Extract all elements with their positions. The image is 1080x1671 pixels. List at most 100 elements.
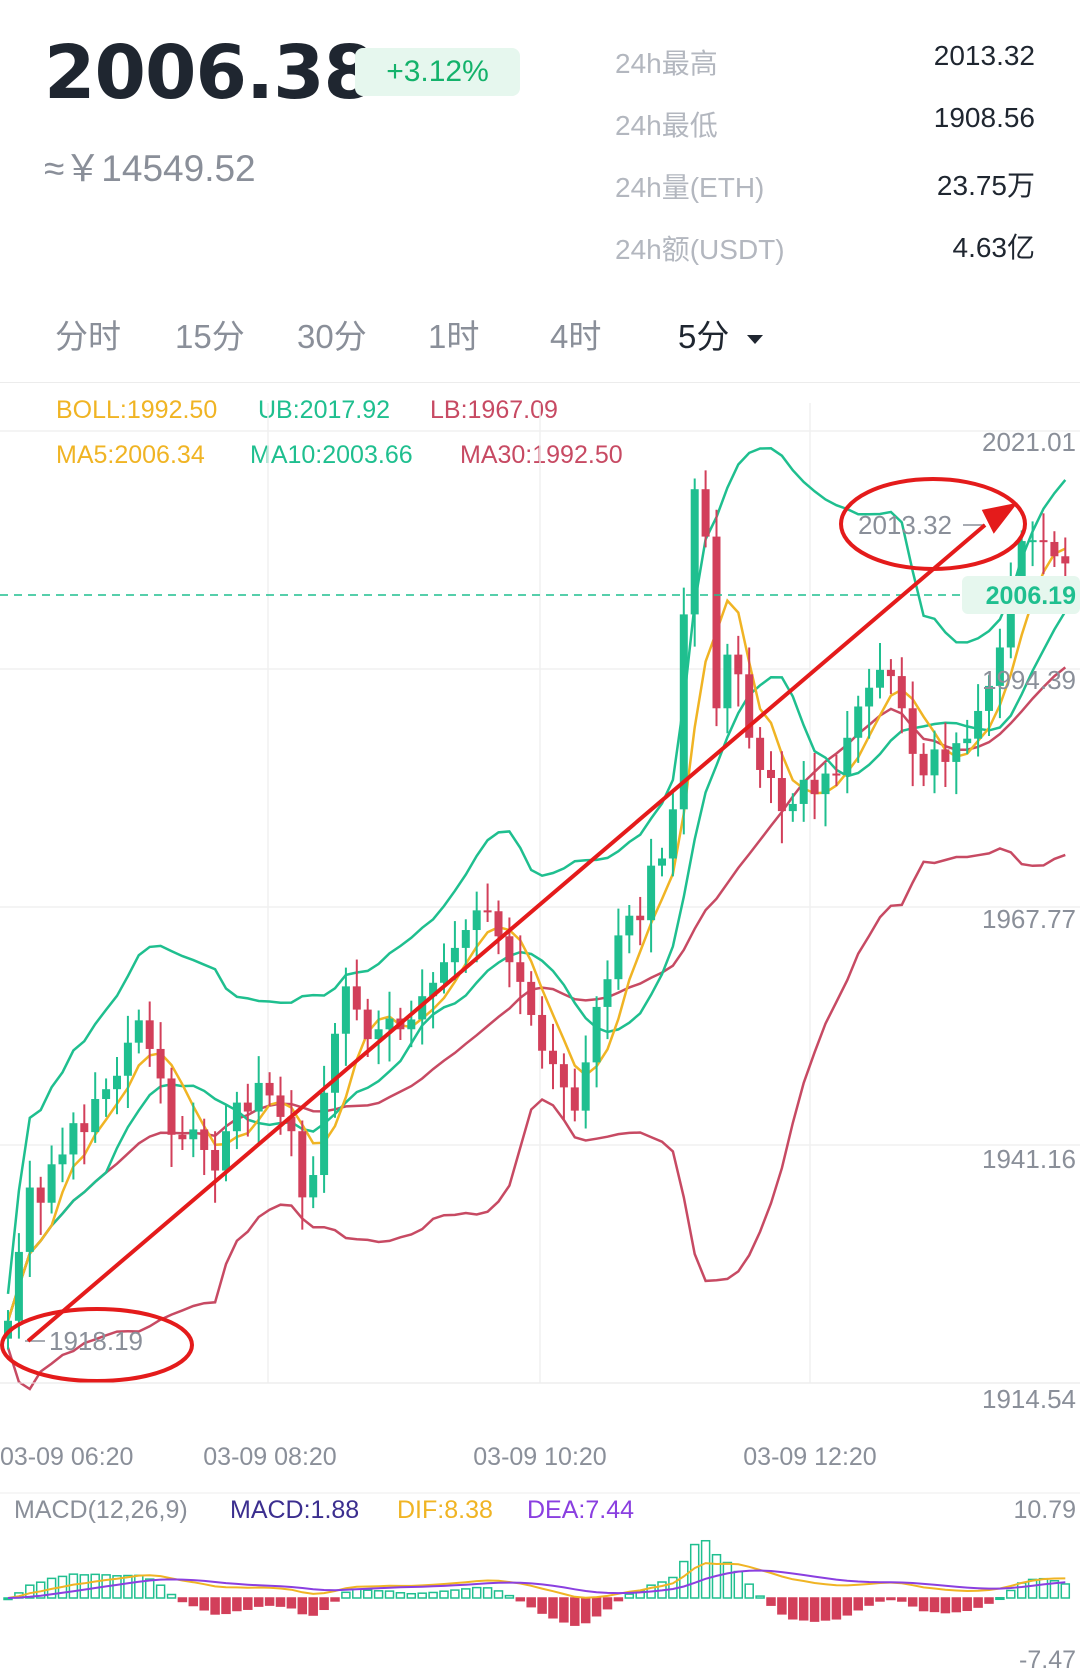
candle <box>102 1078 111 1117</box>
candle <box>865 668 874 739</box>
macd-bar <box>188 1597 199 1607</box>
tab-30m[interactable]: 30分 <box>297 318 367 355</box>
macd-bar <box>352 1588 362 1599</box>
candle-body <box>886 669 895 677</box>
stat-value: 23.75万 <box>936 170 1035 201</box>
candle-body <box>265 1082 274 1096</box>
candle <box>734 635 743 707</box>
candle-body <box>505 936 514 963</box>
candle-body <box>767 769 775 779</box>
macd-bar <box>210 1597 220 1615</box>
candle-body <box>854 706 863 738</box>
macd-bar <box>428 1591 438 1599</box>
candle-body <box>570 1087 579 1111</box>
macd-bar <box>570 1597 580 1626</box>
macd-bar <box>907 1597 918 1607</box>
candle-body <box>647 865 656 921</box>
macd-bar <box>177 1597 188 1603</box>
macd-bar <box>1016 1582 1027 1599</box>
macd-bar <box>951 1597 962 1613</box>
macd-bar <box>504 1594 515 1599</box>
candle <box>341 967 350 1066</box>
macd-bar <box>864 1597 874 1606</box>
candle-body <box>799 779 808 804</box>
tab-1h[interactable]: 1时 <box>428 318 480 355</box>
macd-bar <box>155 1584 166 1599</box>
candle-body <box>614 935 623 980</box>
tab-intraday[interactable]: 分时 <box>55 318 121 355</box>
stat-label: 24h最低 <box>615 110 718 141</box>
candle <box>549 1023 557 1090</box>
candle <box>461 919 470 973</box>
macd-bar <box>755 1595 765 1599</box>
ma30-line <box>6 666 1067 1322</box>
candle-body <box>810 779 819 795</box>
candle-body <box>200 1129 209 1150</box>
candle <box>886 659 895 694</box>
candle <box>36 1176 45 1235</box>
candle-body <box>559 1064 568 1088</box>
time-tick: 03-09 06:20 <box>0 1443 133 1471</box>
macd-bar <box>559 1597 569 1623</box>
boll-label: BOLL:1992.50 <box>56 396 217 424</box>
macd-bar <box>940 1597 951 1614</box>
candle-body <box>472 910 481 931</box>
candle-body <box>320 1092 329 1176</box>
time-tick: 03-09 12:20 <box>743 1443 876 1471</box>
time-tick: 03-09 08:20 <box>203 1443 336 1471</box>
macd-bar <box>319 1597 329 1611</box>
indicator-lines <box>6 447 1067 1391</box>
macd-bar <box>395 1592 406 1599</box>
stat-label: 24h最高 <box>615 48 718 79</box>
candle <box>690 478 699 647</box>
candle <box>908 681 917 787</box>
candle-body <box>832 773 841 776</box>
ma30-label: MA30:1992.50 <box>460 441 623 469</box>
candle <box>222 1104 230 1182</box>
candle-body <box>113 1075 121 1090</box>
candle <box>309 1156 318 1209</box>
macd-bar <box>1038 1577 1049 1599</box>
kline-chart[interactable]: BOLL:1992.50 UB:2017.92 LB:1967.09 MA5:2… <box>0 383 1080 1671</box>
candle-body <box>483 910 492 913</box>
candle-body <box>712 536 721 709</box>
candle <box>603 960 612 1040</box>
boll-lb-label: LB:1967.09 <box>430 396 558 424</box>
candle-body <box>625 915 634 936</box>
candle-body <box>36 1187 45 1203</box>
dif-value: DIF:8.38 <box>397 1496 493 1524</box>
candle <box>527 971 536 1026</box>
candle-body <box>352 986 361 1010</box>
candle-body <box>1028 540 1037 543</box>
stat-24h-volume: 24h量(ETH) 23.75万 <box>615 164 1035 226</box>
last-price: 2006.38 <box>44 30 375 116</box>
macd-max: 10.79 <box>1013 1496 1076 1524</box>
candle-body <box>658 858 666 866</box>
macd-bar <box>1006 1589 1016 1599</box>
candle-body <box>102 1089 111 1100</box>
macd-bar <box>918 1597 929 1612</box>
tab-5m[interactable]: 5分 <box>678 310 765 358</box>
macd-bar <box>439 1590 449 1599</box>
tab-15m[interactable]: 15分 <box>175 318 245 355</box>
candle <box>788 793 797 822</box>
arrow-head-icon <box>981 502 1018 534</box>
candle <box>658 847 666 877</box>
candle-body <box>47 1164 56 1203</box>
stat-label: 24h额(USDT) <box>615 234 785 265</box>
candle-body <box>331 1033 339 1093</box>
macd-bar <box>788 1597 798 1620</box>
candle-body <box>298 1131 307 1198</box>
macd-bar <box>995 1597 1005 1601</box>
candle <box>767 751 775 804</box>
candle <box>821 762 830 827</box>
candle-body <box>581 1062 590 1111</box>
tab-4h[interactable]: 4时 <box>550 318 602 355</box>
candle <box>592 996 601 1088</box>
macd-bar <box>548 1597 558 1619</box>
candle-body <box>930 749 939 776</box>
candle-body <box>603 979 612 1007</box>
dea-line <box>7 1569 1066 1599</box>
candle <box>930 730 939 794</box>
candle <box>756 727 765 788</box>
